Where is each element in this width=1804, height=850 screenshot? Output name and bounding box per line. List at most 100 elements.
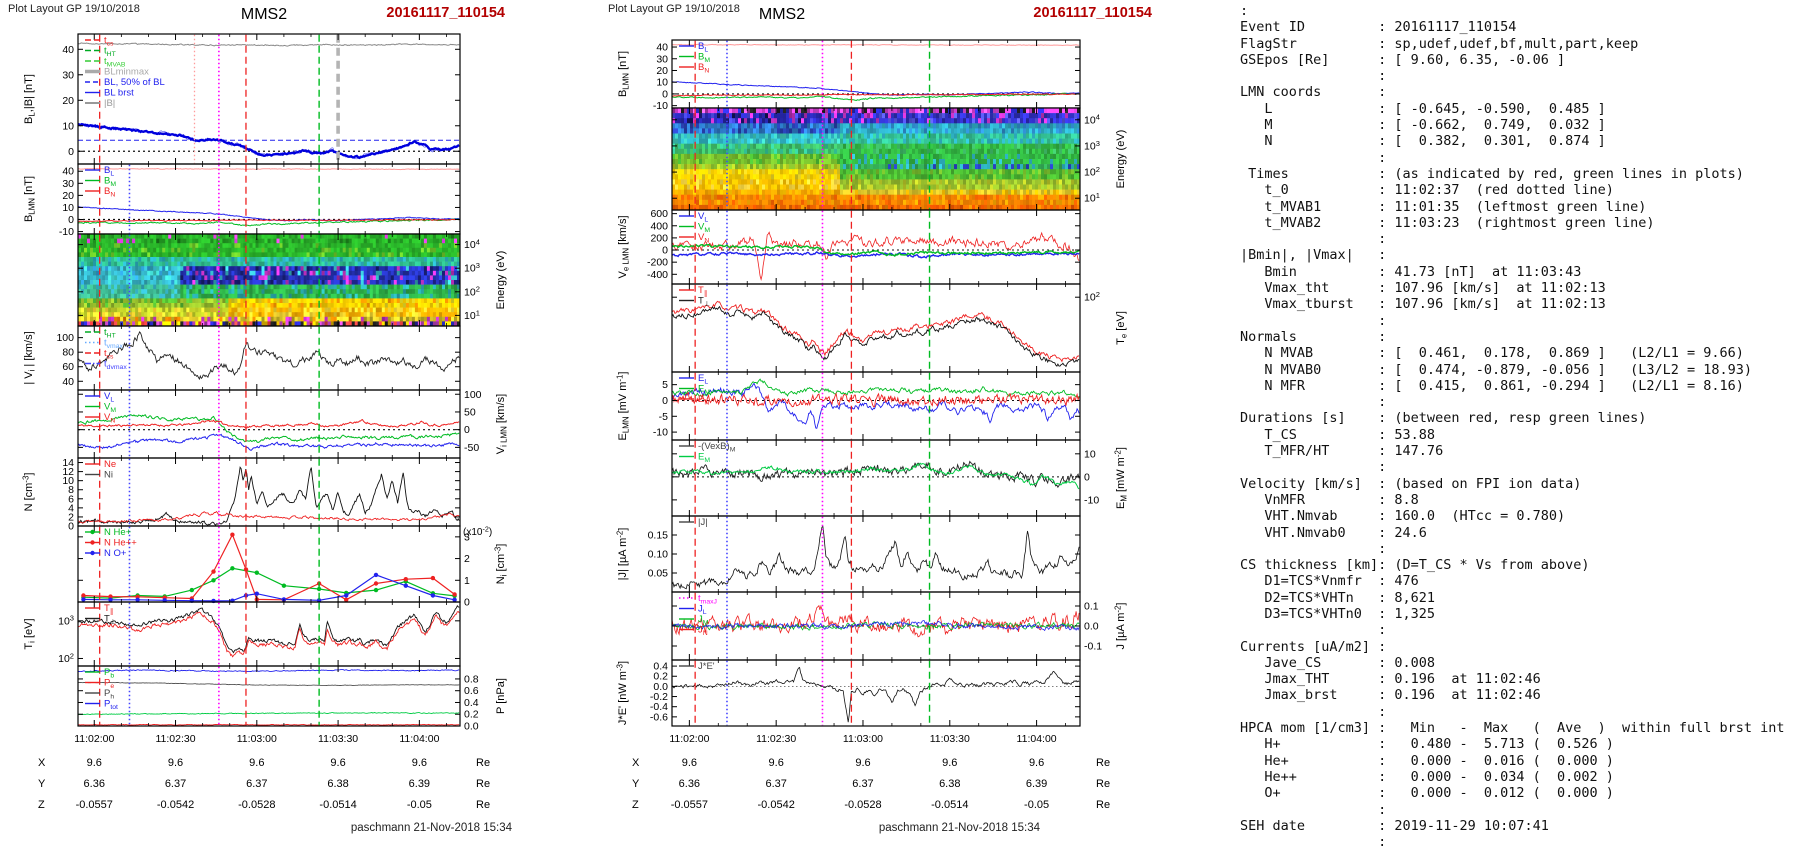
svg-text:BLminmax: BLminmax bbox=[104, 67, 149, 78]
svg-text:11:03:00: 11:03:00 bbox=[237, 733, 277, 745]
svg-text:0.4: 0.4 bbox=[464, 697, 479, 709]
spectrogram-cells bbox=[78, 234, 460, 326]
svg-text:40: 40 bbox=[62, 376, 74, 388]
svg-text:BLMN [nT]: BLMN [nT] bbox=[617, 51, 631, 97]
panel-frame bbox=[672, 660, 1080, 726]
svg-text:N [cm-3]: N [cm-3] bbox=[21, 473, 35, 512]
svg-text:10: 10 bbox=[62, 202, 74, 214]
series-absJ bbox=[672, 527, 1079, 589]
svg-text:40: 40 bbox=[62, 44, 74, 56]
svg-text:Re: Re bbox=[476, 799, 490, 811]
svg-text:Ne: Ne bbox=[104, 459, 116, 470]
svg-text:|B|: |B| bbox=[104, 98, 115, 109]
series-JdotE bbox=[672, 668, 1079, 723]
credit-left: paschmann 21-Nov-2018 15:34 bbox=[262, 822, 512, 834]
svg-text:Z: Z bbox=[38, 799, 45, 811]
svg-text:Ni [cm-3]: Ni [cm-3] bbox=[493, 544, 508, 585]
series-Ti_par bbox=[78, 612, 459, 657]
svg-text:30: 30 bbox=[62, 69, 74, 81]
svg-text:(x10-2): (x10-2) bbox=[463, 524, 492, 538]
credit-middle: paschmann 21-Nov-2018 15:34 bbox=[790, 822, 1040, 834]
svg-text:9.6: 9.6 bbox=[168, 757, 183, 769]
svg-text:0: 0 bbox=[464, 597, 470, 609]
series-E_L bbox=[672, 383, 1079, 428]
svg-text:Ni: Ni bbox=[104, 470, 113, 481]
svg-text:0.8: 0.8 bbox=[464, 673, 479, 685]
svg-text:0: 0 bbox=[68, 146, 74, 158]
svg-text:20: 20 bbox=[656, 65, 668, 77]
svg-text:100: 100 bbox=[56, 332, 74, 344]
svg-text:6.38: 6.38 bbox=[327, 778, 348, 790]
svg-text:102: 102 bbox=[58, 651, 74, 665]
svg-text:-0.0514: -0.0514 bbox=[319, 799, 356, 811]
panel-frame bbox=[78, 666, 460, 726]
svg-text:0.6: 0.6 bbox=[464, 685, 479, 697]
panel-frame bbox=[78, 390, 460, 458]
svg-text:BLMN [nT]: BLMN [nT] bbox=[23, 176, 37, 222]
svg-text:X: X bbox=[38, 757, 46, 769]
series-B_L bbox=[78, 207, 459, 221]
svg-text:9.6: 9.6 bbox=[87, 757, 102, 769]
svg-text:0: 0 bbox=[68, 521, 74, 533]
svg-text:BL,|B| [nT]: BL,|B| [nT] bbox=[23, 74, 37, 124]
panel-frame bbox=[78, 458, 460, 526]
svg-text:100: 100 bbox=[464, 389, 482, 401]
svg-text:Ti [eV]: Ti [eV] bbox=[23, 618, 37, 649]
series-P_h bbox=[78, 682, 459, 685]
svg-text:N He++: N He++ bbox=[104, 538, 137, 549]
panel-frame bbox=[672, 516, 1080, 592]
svg-text:-10: -10 bbox=[59, 226, 74, 238]
svg-text:0.0: 0.0 bbox=[464, 721, 479, 733]
svg-text:9.6: 9.6 bbox=[330, 757, 345, 769]
svg-text:9.6: 9.6 bbox=[249, 757, 264, 769]
panel-jdote: 0.40.20.0-0.2-0.4-0.6J*E' [nW m-3]J*E' bbox=[615, 660, 1080, 726]
svg-text:9.6: 9.6 bbox=[412, 757, 427, 769]
series-P_e bbox=[78, 724, 459, 725]
svg-text:40: 40 bbox=[62, 166, 74, 178]
svg-text:2: 2 bbox=[464, 553, 470, 565]
svg-text:N He+: N He+ bbox=[104, 527, 132, 538]
svg-text:-0.0528: -0.0528 bbox=[238, 799, 275, 811]
svg-text:40: 40 bbox=[656, 42, 668, 54]
svg-text:10: 10 bbox=[656, 77, 668, 89]
panel-frame bbox=[672, 284, 1080, 372]
svg-text:Vi LMN [km/s]: Vi LMN [km/s] bbox=[495, 394, 509, 454]
svg-text:6.39: 6.39 bbox=[409, 778, 430, 790]
series-V_M bbox=[78, 415, 459, 443]
series-P_tot bbox=[78, 670, 459, 672]
svg-text:101: 101 bbox=[464, 308, 480, 322]
series-Vi bbox=[78, 332, 459, 379]
series-absB bbox=[78, 43, 459, 46]
svg-text:-0.0557: -0.0557 bbox=[76, 799, 113, 811]
event-info-text: : Event ID : 20161117_110154 FlagStr : s… bbox=[1240, 3, 1800, 850]
svg-text:30: 30 bbox=[656, 53, 668, 65]
svg-text:0: 0 bbox=[464, 424, 470, 436]
series--(VexB)_M bbox=[672, 462, 1079, 488]
event-info-panel: : Event ID : 20161117_110154 FlagStr : s… bbox=[1240, 3, 1800, 838]
panel-frame bbox=[78, 34, 460, 164]
svg-text:20: 20 bbox=[62, 95, 74, 107]
panel-frame bbox=[78, 602, 460, 666]
series-E_N bbox=[672, 392, 1079, 406]
series-Te_par bbox=[672, 301, 1079, 361]
svg-text:1: 1 bbox=[464, 575, 470, 587]
svg-text:-10: -10 bbox=[653, 100, 668, 112]
svg-text:-0.0542: -0.0542 bbox=[157, 799, 194, 811]
svg-text:0.2: 0.2 bbox=[464, 709, 479, 721]
svg-text:Re: Re bbox=[476, 757, 490, 769]
series-absB bbox=[672, 44, 1079, 45]
series-Te_perp bbox=[672, 307, 1079, 367]
